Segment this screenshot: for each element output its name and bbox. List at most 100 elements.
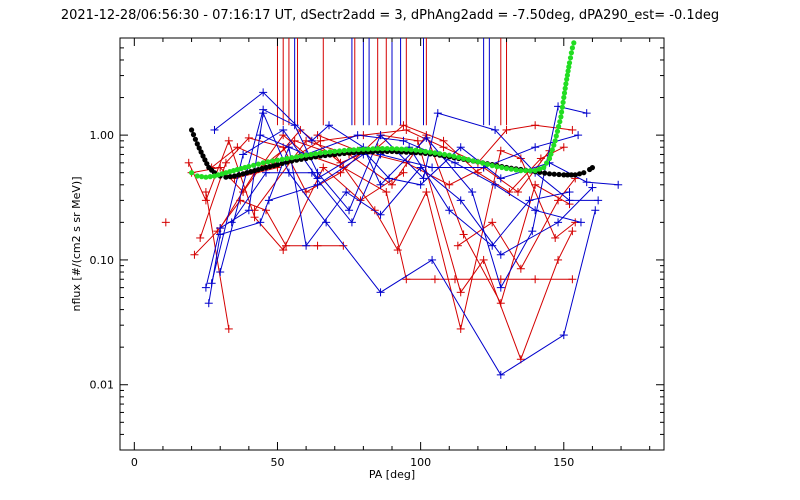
x-axis-label: PA [deg] — [369, 468, 415, 481]
green-fit-dot — [527, 168, 534, 174]
red-data-point — [402, 158, 411, 167]
blue-data-point — [399, 136, 408, 145]
black-fit-dot — [189, 127, 195, 133]
black-fit-dot — [546, 171, 553, 177]
blue-data-point — [428, 163, 437, 172]
red-data-point — [445, 180, 454, 189]
green-fit-dot — [375, 146, 381, 152]
red-data-point — [450, 275, 459, 284]
axis-layer: 0 50 100 150 0.01 0.10 1.00 — [90, 37, 664, 469]
green-fit-dot — [270, 158, 276, 164]
red-data-point — [496, 146, 505, 155]
blue-data-point — [565, 188, 574, 197]
green-fit-dot — [441, 151, 448, 158]
green-fit-dot — [446, 152, 452, 158]
blue-data-point — [376, 180, 385, 189]
red-data-point — [531, 275, 540, 284]
blue-data-point — [416, 180, 425, 189]
blue-series-15-line — [211, 129, 619, 284]
red-data-point — [559, 143, 568, 152]
red-data-point — [316, 136, 325, 145]
green-fit-dot — [274, 157, 281, 163]
green-fit-dot — [551, 142, 557, 148]
black-fit-dot — [279, 160, 285, 166]
blue-data-point — [216, 230, 225, 239]
blue-data-point — [264, 196, 273, 205]
green-fit-dot — [564, 72, 571, 78]
green-fit-dot — [451, 153, 457, 159]
green-fit-dot — [470, 158, 476, 164]
green-fit-dot — [499, 164, 505, 171]
green-fit-dot — [370, 146, 376, 152]
blue-data-point — [594, 196, 603, 205]
red-data-point — [313, 241, 322, 250]
green-fit-dot — [549, 147, 555, 153]
red-data-point — [393, 246, 402, 255]
blue-data-point — [496, 283, 505, 292]
blue-data-point — [345, 206, 354, 215]
blue-data-point — [259, 88, 268, 97]
blue-data-point — [210, 125, 219, 134]
blue-data-point — [201, 283, 210, 292]
green-fit-dot — [552, 138, 558, 144]
black-fit-dot — [561, 172, 567, 178]
blue-data-point — [244, 206, 253, 215]
red-data-point — [221, 158, 230, 167]
red-data-point — [290, 136, 299, 145]
blue-data-point — [422, 133, 431, 142]
red-data-point — [479, 255, 488, 264]
green-fit-dot — [569, 45, 576, 51]
blue-data-point — [488, 241, 497, 250]
blue-data-point — [256, 131, 265, 140]
green-fit-dot — [322, 149, 328, 155]
green-fit-dot — [508, 166, 514, 172]
blue-data-point — [528, 227, 537, 236]
green-fit-dot — [308, 151, 314, 158]
blue-data-point — [216, 268, 225, 277]
black-fit-dot — [200, 153, 206, 159]
green-fit-dot — [561, 90, 568, 96]
black-fit-dot — [284, 159, 290, 165]
green-fit-dot — [456, 154, 462, 160]
green-fit-dot — [562, 85, 568, 91]
red-data-point — [282, 241, 291, 250]
red-data-point — [439, 143, 448, 152]
green-fit-dot — [523, 168, 529, 174]
green-fit-dot — [313, 151, 319, 157]
blue-data-point — [239, 150, 248, 159]
black-fit-dot — [274, 162, 281, 168]
chart-title: 2021-12-28/06:56:30 - 07:16:17 UT, dSect… — [61, 8, 719, 23]
red-series-10-line — [317, 134, 550, 193]
green-fit-dot — [194, 173, 200, 179]
black-fit-dot — [231, 173, 238, 179]
green-fit-dot — [255, 161, 261, 167]
red-data-point — [190, 250, 199, 259]
green-fit-dot — [336, 148, 343, 154]
red-data-point — [513, 188, 522, 197]
blue-data-point — [307, 168, 316, 177]
black-fit-dot — [542, 170, 548, 176]
green-fit-dot — [289, 155, 295, 161]
green-fit-dot — [465, 157, 471, 163]
blue-series-18-line — [268, 146, 570, 247]
blue-data-point — [256, 218, 265, 227]
green-fit-dot — [351, 147, 357, 153]
green-fit-dot — [260, 160, 266, 166]
y-axis-label: nflux [#/(cm2 s sr MeV)] — [70, 177, 83, 312]
red-data-point — [488, 218, 497, 227]
green-fit-dot — [532, 168, 538, 174]
red-data-point — [224, 324, 233, 333]
green-fit-dot — [203, 174, 209, 180]
green-fit-dot — [541, 164, 547, 171]
blue-data-point — [456, 196, 465, 205]
blue-data-point — [353, 131, 362, 140]
red-data-point — [568, 275, 577, 284]
red-data-point — [459, 230, 468, 239]
blue-data-point — [259, 105, 268, 114]
green-fit-dot — [251, 162, 257, 168]
green-fit-dot — [564, 76, 570, 82]
blue-data-point — [491, 180, 500, 189]
green-fit-dot — [427, 149, 433, 155]
red-data-point — [453, 241, 462, 250]
blue-data-point — [347, 218, 356, 227]
